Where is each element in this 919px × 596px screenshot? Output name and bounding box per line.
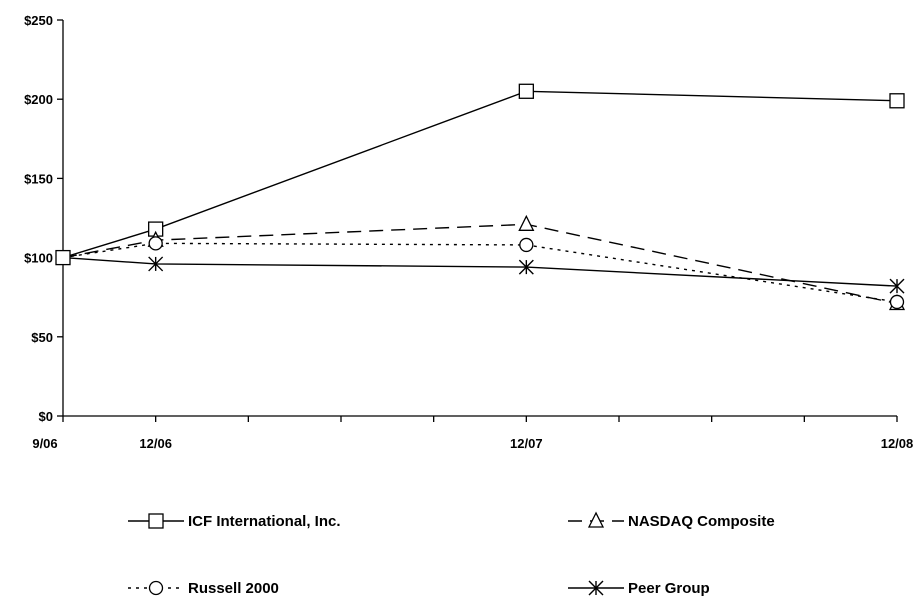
y-tick-label: $200 [24, 92, 53, 107]
square-marker [889, 93, 905, 109]
series-russell-2000 [62, 236, 905, 310]
legend-item: Peer Group [568, 580, 710, 596]
legend-label: ICF International, Inc. [188, 513, 341, 530]
circle-marker [148, 236, 163, 251]
series-line [62, 242, 898, 303]
legend-label: Peer Group [628, 580, 710, 596]
asterisk-marker [148, 256, 164, 272]
series-icf-international-inc [62, 83, 905, 259]
legend-label: Russell 2000 [188, 580, 279, 596]
x-tick-label: 12/08 [881, 436, 914, 451]
circle-marker [148, 580, 164, 596]
chart-series [55, 83, 906, 311]
square-marker [55, 249, 71, 266]
x-tick-label: 12/06 [139, 436, 172, 451]
series-peer-group [62, 256, 905, 294]
square-marker [148, 513, 164, 529]
y-tick-label: $50 [31, 330, 53, 345]
series-line [62, 90, 898, 259]
chart-legend: ICF International, Inc. NASDAQ Composite R… [128, 511, 775, 596]
series-line [62, 223, 898, 305]
x-tick-label: 12/07 [510, 436, 543, 451]
asterisk-marker [588, 580, 604, 596]
y-tick-label: $100 [24, 251, 53, 266]
chart-axes [62, 20, 897, 417]
circle-marker [889, 294, 905, 310]
legend-item: ICF International, Inc. [128, 513, 341, 530]
asterisk-marker [889, 278, 905, 294]
x-tick-label: 9/06 [32, 436, 57, 451]
asterisk-marker [518, 259, 534, 275]
legend-item: NASDAQ Composite [568, 511, 775, 530]
x-axis-ticks: 9/06 12/06 12/07 12/08 [32, 416, 913, 451]
series-nasdaq-composite [62, 214, 906, 311]
square-marker [518, 83, 534, 99]
triangle-marker [518, 214, 535, 231]
y-axis-ticks: $0 $50 $100 $150 $200 $250 [24, 13, 63, 424]
legend-item: Russell 2000 [128, 580, 279, 596]
legend-label: NASDAQ Composite [628, 513, 775, 530]
triangle-marker [587, 511, 605, 528]
circle-marker [519, 237, 534, 253]
y-tick-label: $150 [24, 171, 53, 186]
y-tick-label: $0 [39, 409, 53, 424]
series-line [62, 256, 898, 287]
y-tick-label: $250 [24, 13, 53, 28]
